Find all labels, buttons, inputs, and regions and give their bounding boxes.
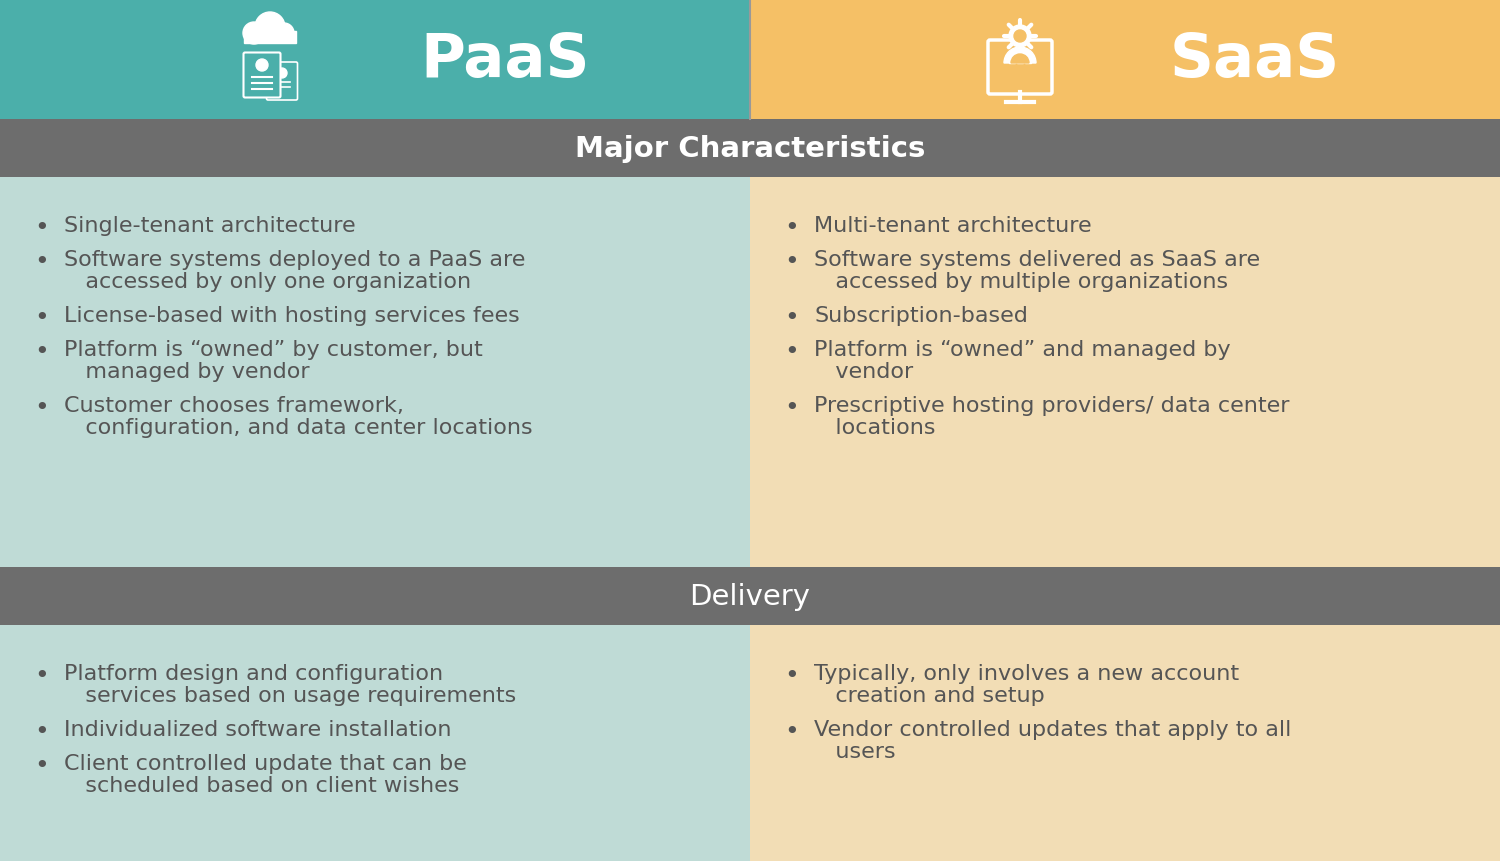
- Text: •: •: [784, 663, 800, 687]
- Text: scheduled based on client wishes: scheduled based on client wishes: [64, 775, 459, 795]
- Bar: [1010, 54, 1016, 64]
- Text: •: •: [34, 663, 50, 687]
- Circle shape: [1014, 31, 1026, 43]
- Circle shape: [255, 13, 285, 43]
- Bar: [1017, 54, 1023, 64]
- Bar: [244, 32, 296, 44]
- Text: •: •: [34, 719, 50, 743]
- Text: •: •: [34, 339, 50, 363]
- Text: •: •: [784, 216, 800, 239]
- Text: Vendor controlled updates that apply to all: Vendor controlled updates that apply to …: [815, 719, 1292, 739]
- Wedge shape: [1004, 48, 1036, 64]
- Text: vendor: vendor: [815, 362, 914, 381]
- Text: SaaS: SaaS: [1170, 30, 1341, 90]
- Bar: [0, 120, 1500, 177]
- Text: Client controlled update that can be: Client controlled update that can be: [64, 753, 466, 773]
- Text: •: •: [34, 306, 50, 330]
- Text: Platform design and configuration: Platform design and configuration: [64, 663, 442, 684]
- Text: creation and setup: creation and setup: [815, 685, 1044, 705]
- Text: users: users: [815, 741, 896, 761]
- Text: locations: locations: [815, 418, 936, 437]
- Bar: [0, 177, 750, 567]
- Text: Platform is “owned” by customer, but: Platform is “owned” by customer, but: [64, 339, 483, 360]
- Text: accessed by only one organization: accessed by only one organization: [64, 272, 471, 292]
- Text: •: •: [784, 306, 800, 330]
- Text: •: •: [34, 250, 50, 274]
- Text: Software systems delivered as SaaS are: Software systems delivered as SaaS are: [815, 250, 1260, 269]
- Text: configuration, and data center locations: configuration, and data center locations: [64, 418, 532, 437]
- Text: Platform is “owned” and managed by: Platform is “owned” and managed by: [815, 339, 1230, 360]
- Bar: [1024, 54, 1030, 64]
- Text: •: •: [34, 216, 50, 239]
- Text: •: •: [784, 339, 800, 363]
- Circle shape: [256, 60, 268, 72]
- Wedge shape: [1011, 55, 1029, 64]
- Text: accessed by multiple organizations: accessed by multiple organizations: [815, 272, 1228, 292]
- Text: •: •: [34, 395, 50, 419]
- Text: Software systems deployed to a PaaS are: Software systems deployed to a PaaS are: [64, 250, 525, 269]
- Text: •: •: [784, 719, 800, 743]
- Circle shape: [278, 69, 286, 79]
- Circle shape: [274, 24, 294, 44]
- Text: PaaS: PaaS: [420, 30, 590, 90]
- Text: Customer chooses framework,: Customer chooses framework,: [64, 395, 404, 416]
- Text: Major Characteristics: Major Characteristics: [574, 135, 926, 163]
- Text: Prescriptive hosting providers/ data center: Prescriptive hosting providers/ data cen…: [815, 395, 1290, 416]
- Text: Subscription-based: Subscription-based: [815, 306, 1028, 325]
- Text: •: •: [784, 250, 800, 274]
- Text: Delivery: Delivery: [690, 582, 810, 610]
- Text: managed by vendor: managed by vendor: [64, 362, 309, 381]
- Text: Single-tenant architecture: Single-tenant architecture: [64, 216, 356, 236]
- Circle shape: [243, 23, 266, 45]
- Bar: [0, 625, 750, 861]
- Bar: [0, 0, 750, 120]
- Text: •: •: [34, 753, 50, 777]
- Text: Multi-tenant architecture: Multi-tenant architecture: [815, 216, 1092, 236]
- FancyBboxPatch shape: [267, 63, 297, 101]
- Text: Typically, only involves a new account: Typically, only involves a new account: [815, 663, 1239, 684]
- Text: •: •: [784, 395, 800, 419]
- Bar: [750, 625, 1500, 861]
- Text: Individualized software installation: Individualized software installation: [64, 719, 452, 739]
- Text: services based on usage requirements: services based on usage requirements: [64, 685, 516, 705]
- Bar: [750, 0, 1500, 120]
- Circle shape: [1010, 26, 1031, 48]
- Bar: [750, 177, 1500, 567]
- FancyBboxPatch shape: [988, 41, 1052, 95]
- Text: License-based with hosting services fees: License-based with hosting services fees: [64, 306, 519, 325]
- FancyBboxPatch shape: [243, 53, 280, 98]
- Bar: [0, 567, 1500, 625]
